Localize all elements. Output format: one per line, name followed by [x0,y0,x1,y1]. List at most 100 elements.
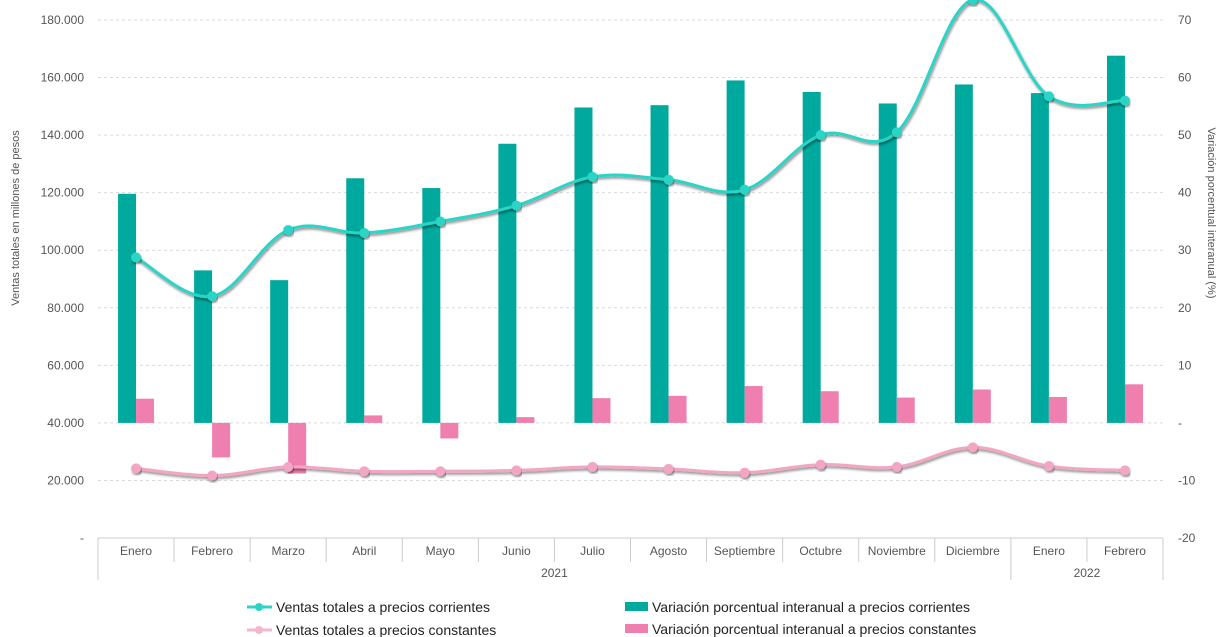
x-tick-label: Mayo [426,544,456,558]
legend-item-variacion-corrientes[interactable]: Variación porcentual interanual a precio… [625,599,970,615]
bar-variacion-corrientes [650,105,669,423]
bar-variacion-corrientes [954,84,973,423]
line-ventas-constantes-point [435,466,446,477]
line-ventas-constantes-point [663,463,674,474]
y-tick-right: 50 [1178,128,1192,142]
bar-variacion-constantes [744,386,763,423]
x-tick-label: Diciembre [946,544,1000,558]
bar-variacion-corrientes [1030,93,1049,423]
line-ventas-constantes-point [815,459,826,470]
line-ventas-corrientes-point [891,127,902,138]
legend-item-ventas-constantes[interactable]: Ventas totales a precios constantes [247,622,496,637]
bar-variacion-corrientes [498,143,517,423]
x-tick-label: Septiembre [714,544,776,558]
y-tick-right: 10 [1178,358,1192,372]
x-tick-label: Octubre [799,544,842,558]
bar-variacion-constantes [1048,396,1067,423]
x-tick-label: Noviembre [868,544,926,558]
bar-variacion-corrientes [1106,55,1125,423]
line-ventas-corrientes-point [207,291,218,302]
y-tick-left: 80.000 [47,301,84,315]
line-ventas-constantes-point [207,470,218,481]
bars [118,55,1143,474]
line-ventas-corrientes-point [511,200,522,211]
bar-variacion-constantes [820,391,839,423]
x-group-label: 2021 [541,566,568,580]
y-axis-left-title: Ventas totales en millones de pesos [10,130,22,306]
line-ventas-corrientes-point [1043,91,1054,102]
line-ventas-corrientes-point [663,174,674,185]
bar-variacion-constantes [440,422,459,439]
bar-variacion-constantes [668,395,687,423]
x-tick-label: Julio [580,544,605,558]
line-ventas-constantes-point [1119,465,1130,476]
bar-variacion-constantes [1124,384,1143,423]
bar-variacion-corrientes [270,280,289,423]
bar-variacion-corrientes [878,103,897,423]
line-ventas-constantes-point [967,442,978,453]
bar-variacion-constantes [592,398,611,423]
legend-label: Ventas totales a precios corrientes [276,599,490,615]
legend-label: Variación porcentual interanual a precio… [652,621,976,637]
y-tick-right: 70 [1178,13,1192,27]
bar-variacion-corrientes [194,270,213,423]
line-ventas-corrientes-point [739,184,750,195]
gridlines [98,19,1163,481]
legend-label: Variación porcentual interanual a precio… [652,599,970,615]
line-ventas-constantes-point [739,467,750,478]
x-tick-label: Enero [120,544,152,558]
legend-item-ventas-corrientes[interactable]: Ventas totales a precios corrientes [247,599,490,615]
line-ventas-constantes-point [131,463,142,474]
bar-variacion-constantes [364,415,383,423]
y-tick-left: 100.000 [41,243,85,257]
x-group-label: 2022 [1074,566,1101,580]
line-ventas-corrientes-point [131,252,142,263]
line-ventas-corrientes-point [587,171,598,182]
bar-variacion-corrientes [802,91,821,423]
x-tick-label: Abril [352,544,376,558]
bar-variacion-corrientes [574,107,593,423]
legend: Ventas totales a precios corrientes Vent… [247,599,976,637]
line-ventas-constantes-point [359,466,370,477]
line-ventas-constantes-point [891,461,902,472]
x-tick-label: Febrero [191,544,233,558]
legend-item-variacion-constantes[interactable]: Variación porcentual interanual a precio… [625,621,976,637]
x-tick-label: Agosto [650,544,688,558]
bar-variacion-constantes [972,389,991,423]
y-tick-left: 160.000 [41,71,85,85]
bar-variacion-constantes [896,397,915,423]
legend-label: Ventas totales a precios constantes [276,622,496,637]
line-ventas-corrientes-point [1119,95,1130,106]
line-ventas-constantes [135,445,1126,478]
bar-variacion-constantes [212,422,231,458]
y-tick-right: 30 [1178,243,1192,257]
line-ventas-constantes-point [283,461,294,472]
bar-variacion-corrientes [726,80,745,423]
y-tick-right: 60 [1178,71,1192,85]
y-tick-right: 20 [1178,301,1192,315]
x-tick-label: Febrero [1104,544,1146,558]
line-ventas-constantes-point [511,465,522,476]
bar-variacion-constantes [288,422,307,474]
y-tick-left: 20.000 [47,473,84,487]
line-ventas-corrientes-point [435,216,446,227]
bar-variacion-corrientes [118,193,137,423]
y-tick-left: 180.000 [41,13,85,27]
bar-variacion-constantes [516,417,535,423]
y-tick-left: 40.000 [47,416,84,430]
line-ventas-corrientes-point [283,225,294,236]
bar-variacion-corrientes [346,178,365,423]
x-tick-label: Marzo [272,544,306,558]
y-tick-left: - [80,531,84,545]
y-tick-right: 40 [1178,186,1192,200]
line-ventas-corrientes-point [967,0,978,5]
y-tick-left: 120.000 [41,186,85,200]
axes: - 20.000 40.000 60.000 80.000 100.000 120.000 1… [41,13,1196,580]
line-ventas-constantes-point [1043,461,1054,472]
y-axis-right-title: Variación porcentual interanual (%) [1205,128,1217,299]
line-ventas-constantes-point [587,461,598,472]
y-tick-right: -10 [1178,473,1196,487]
x-tick-label: Enero [1033,544,1065,558]
line-ventas-corrientes [135,0,1126,299]
